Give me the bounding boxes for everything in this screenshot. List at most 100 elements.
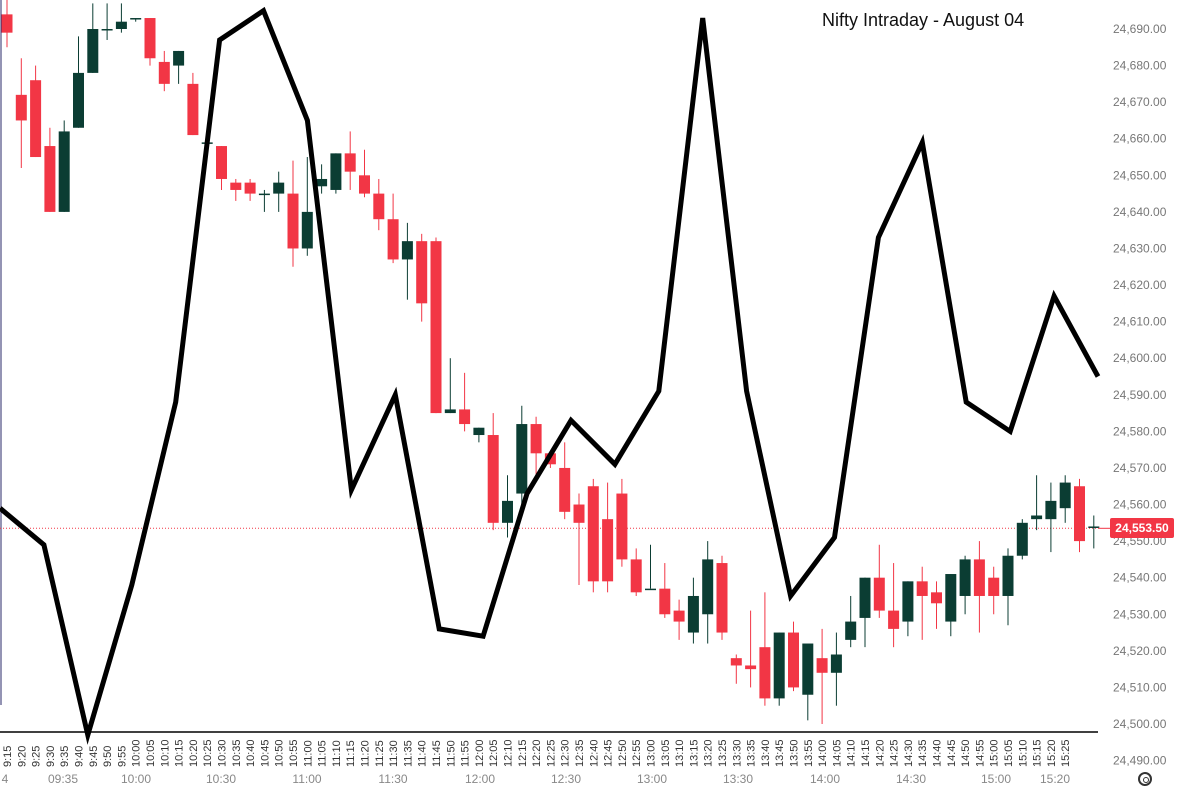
x-tick-label: 9:50 [102,746,114,767]
x-tick-label: 10:25 [202,739,214,767]
candle-up [316,178,328,187]
x-tick-label: 13:35 [746,739,758,767]
x-tick-label: 9:40 [74,746,86,767]
candle-down [788,632,799,688]
candle-up [1002,555,1014,596]
candle-down [716,563,728,633]
time-axis-label: 11:30 [378,772,407,786]
x-tick-label: 15:10 [1017,739,1029,767]
y-tick-label: 24,580.00 [1113,424,1167,438]
x-tick-label: 13:15 [688,739,700,767]
time-axis-label: 15:20 [1040,772,1070,786]
candle-down [530,424,542,454]
x-tick-label: 10:05 [145,739,157,767]
x-tick-label: 15:05 [1003,739,1015,767]
x-tick-label: 9:25 [31,746,43,767]
candle-up [401,241,413,260]
x-tick-label: 9:15 [2,746,14,767]
chart-title: Nifty Intraday - August 04 [822,10,1025,30]
x-tick-label: 11:10 [331,740,343,767]
y-tick-label: 24,590.00 [1113,388,1167,402]
x-tick-label: 14:55 [974,739,986,767]
x-tick-label: 11:30 [388,740,400,767]
x-tick-label: 11:00 [302,740,314,767]
x-tick-label: 12:45 [603,739,615,767]
candle-down [973,559,985,596]
candle-down [573,504,585,523]
time-axis-label: 12:30 [551,772,581,786]
price-marker [1098,527,1110,529]
time-axis-label: 11:00 [292,772,321,786]
x-tick-label: 9:20 [16,746,28,767]
candle-up [301,211,313,249]
candle-up [845,621,857,640]
candle-up [859,577,871,618]
x-tick-label: 12:25 [545,739,557,767]
x-tick-label: 12:20 [531,739,543,767]
candle-up [945,574,957,622]
candle-down [931,592,942,604]
x-tick-label: 12:35 [574,739,586,767]
x-tick-label: 14:45 [946,739,958,767]
y-tick-label: 24,680.00 [1113,59,1167,73]
x-tick-label: 15:20 [1046,739,1058,767]
candle-up [130,18,142,20]
candle-up [502,500,513,523]
candle-down [1,14,13,33]
candle-down [988,577,1000,596]
x-tick-label: 10:55 [288,739,300,767]
time-axis-label: 14:00 [810,772,840,786]
y-tick-label: 24,690.00 [1113,22,1167,36]
y-tick-label: 24,530.00 [1113,607,1167,621]
x-tick-label: 9:35 [59,746,71,767]
candle-down [759,647,771,699]
y-tick-label: 24,640.00 [1113,205,1167,219]
candle-down [487,435,499,523]
x-tick-label: 10:00 [131,739,143,767]
candle-down [44,146,56,212]
candle-down [416,241,428,304]
candle-down [387,219,399,260]
candle-up [1031,515,1043,520]
candle-up [101,29,113,31]
candle-down [602,519,614,582]
x-tick-label: 10:30 [217,739,229,767]
x-tick-label: 10:10 [159,739,171,767]
x-tick-label: 13:50 [789,739,801,767]
x-tick-label: 10:45 [259,739,271,767]
x-tick-label: 10:40 [245,739,257,767]
candle-down [587,486,599,582]
time-axis-label: 14:30 [896,772,926,786]
candle-down [745,665,757,670]
candle-up [330,153,342,190]
candle-up [444,409,456,414]
x-tick-label: 12:50 [617,739,629,767]
y-tick-label: 24,570.00 [1113,461,1167,475]
candle-down [459,409,471,425]
time-axis-label: 09:35 [48,772,78,786]
candle-up [473,427,485,436]
candle-up [687,595,699,633]
x-tick-label: 11:55 [460,740,472,767]
x-tick-label: 14:15 [860,739,872,767]
candle-up [902,581,914,622]
candle-up [1059,482,1071,509]
candle-down [873,577,885,611]
x-tick-label: 10:50 [274,739,286,767]
candle-up [1088,526,1100,528]
candle-up [173,50,185,66]
settings-gear-icon[interactable] [1138,772,1152,786]
time-axis-label: 4 [2,772,9,786]
candle-up [959,559,971,596]
candle-up [830,654,842,673]
candle-up [773,632,785,699]
x-tick-label: 11:15 [345,740,357,767]
time-axis-label: 10:00 [121,772,151,786]
x-tick-label: 9:45 [88,746,100,767]
x-tick-label: 14:20 [874,739,886,767]
x-tick-label: 13:25 [717,739,729,767]
candle-down [888,610,900,629]
x-tick-label: 12:40 [588,739,600,767]
x-tick-label: 13:40 [760,739,772,767]
